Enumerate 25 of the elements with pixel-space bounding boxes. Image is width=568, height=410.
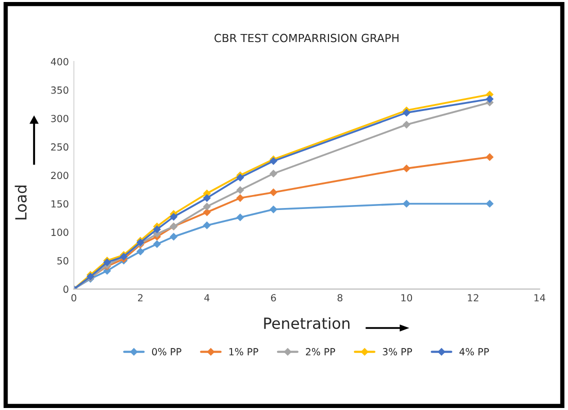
legend-label: 2% PP	[306, 348, 336, 356]
legend-label: 3% PP	[382, 348, 412, 356]
x-axis-title: Penetration	[264, 317, 350, 330]
legend-label: 0% PP	[152, 348, 182, 356]
x-tick-label: 2	[138, 294, 142, 302]
x-tick-label: 12	[468, 294, 478, 302]
x-tick-label: 4	[204, 294, 210, 302]
y-tick-label: 50	[57, 257, 68, 264]
y-tick-label: 150	[51, 200, 68, 208]
y-tick-label: 350	[51, 86, 68, 94]
y-tick-label: 400	[50, 58, 68, 66]
x-tick-label: 8	[338, 294, 342, 302]
x-tick-label: 10	[401, 294, 412, 302]
x-tick-label: 0	[71, 294, 76, 302]
legend-label: 1% PP	[229, 348, 258, 356]
y-tick-label: 300	[51, 114, 68, 122]
x-tick-label: 6	[271, 294, 276, 302]
y-tick-label: 100	[51, 228, 68, 236]
x-tick-label: 14	[534, 294, 546, 302]
y-tick-label: 0	[63, 286, 68, 293]
y-tick-label: 200	[51, 172, 68, 180]
legend-label: 4% PP	[459, 348, 489, 356]
y-axis-title: Load	[14, 186, 27, 220]
y-tick-label: 250	[51, 143, 68, 151]
chart-title: CBR TEST COMPARRISION GRAPH	[214, 34, 398, 42]
